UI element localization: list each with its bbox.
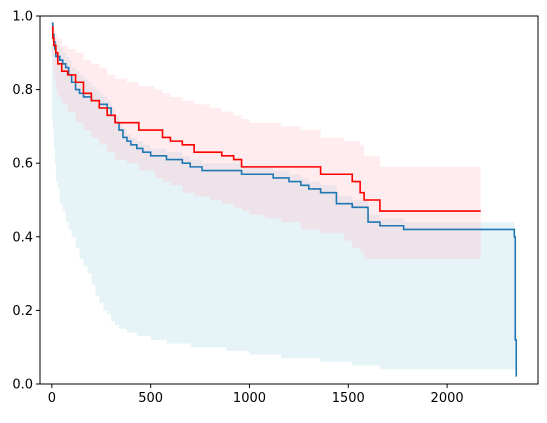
y-tick-label: 0.6 [12,157,33,172]
x-tick-label: 1000 [233,391,266,406]
blue-confidence-band [51,23,517,370]
x-tick-label: 1500 [332,391,365,406]
red-survival-line [51,26,481,212]
y-tick-label: 0.4 [12,230,33,245]
x-tick-label: 0 [48,391,56,406]
plot-frame [39,15,539,385]
y-tick-label: 1.0 [12,10,33,25]
y-tick-label: 0.2 [12,304,33,319]
y-tick-label: 0.8 [12,83,33,98]
y-axis: 0.0 0.2 0.4 0.6 0.8 1.0 [12,10,40,393]
survival-lines [51,22,518,377]
x-axis: 0 500 1000 1500 2000 [48,384,464,406]
blue-survival-line [51,22,518,377]
confidence-bands [51,19,517,370]
x-tick-label: 500 [138,391,163,406]
x-tick-label: 2000 [431,391,464,406]
y-tick-label: 0.0 [12,378,33,393]
red-confidence-band [51,19,481,259]
